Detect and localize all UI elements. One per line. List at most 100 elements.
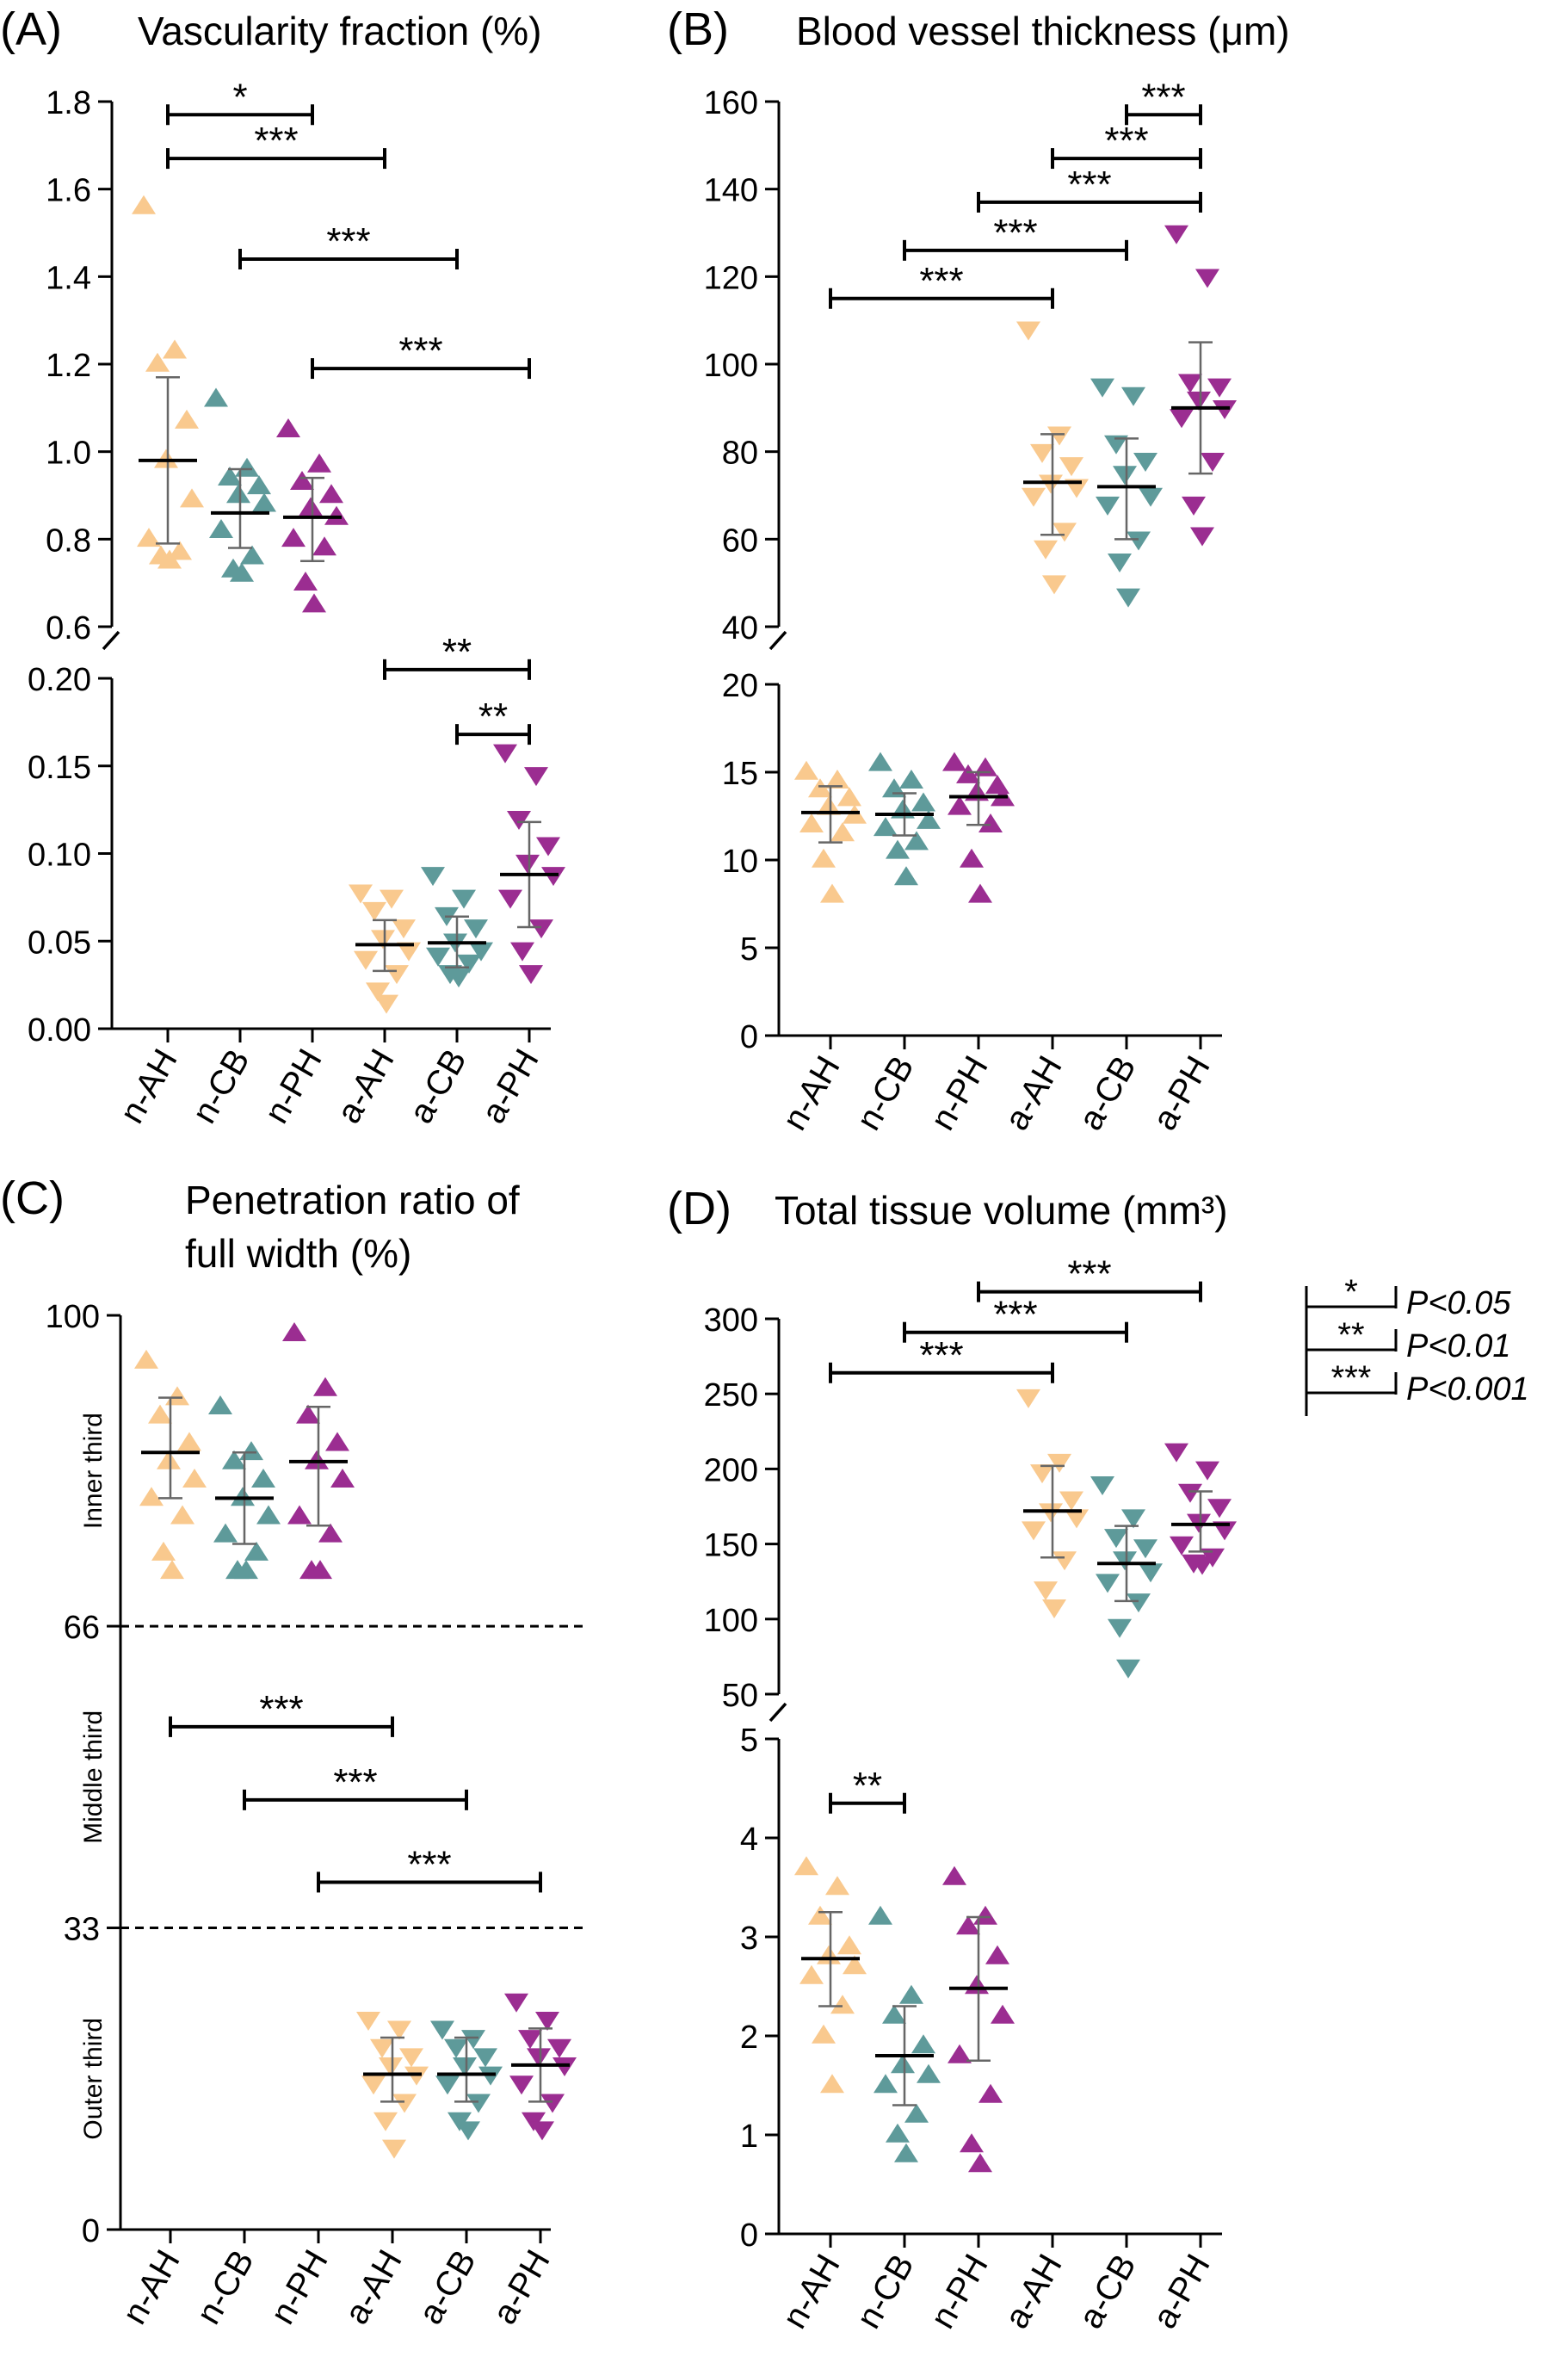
chart-title: Total tissue volume (mm³)	[775, 1188, 1228, 1233]
legend-stars: *	[1344, 1273, 1358, 1311]
y-tick-label: 1	[740, 2119, 758, 2155]
data-point	[251, 1468, 275, 1488]
data-point	[430, 2020, 454, 2040]
data-point	[180, 488, 204, 508]
data-point	[282, 1322, 306, 1342]
region-label: Inner third	[79, 1413, 108, 1529]
data-point	[504, 1993, 528, 2013]
data-point	[960, 2133, 984, 2153]
significance-stars: ***	[326, 220, 370, 263]
data-point	[175, 409, 199, 429]
y-tick-label: 33	[64, 1912, 100, 1948]
x-tick-label: a-PH	[485, 2244, 558, 2331]
data-point	[799, 813, 824, 832]
x-tick-label: a-CB	[411, 2244, 484, 2331]
significance-stars: *	[232, 76, 247, 118]
y-tick-label: 20	[722, 668, 758, 704]
region-label: Middle third	[79, 1710, 108, 1844]
data-point	[244, 1541, 269, 1561]
data-point	[349, 884, 373, 904]
data-point	[911, 2034, 935, 2054]
data-point	[1178, 1483, 1202, 1503]
significance-stars: ***	[1067, 164, 1111, 206]
data-point	[1047, 1453, 1071, 1473]
data-point	[157, 549, 182, 569]
data-point	[371, 930, 395, 950]
data-point	[1042, 1599, 1066, 1619]
x-tick-label: a-PH	[474, 1043, 546, 1130]
data-point	[991, 2004, 1015, 2024]
data-point	[985, 1945, 1009, 1964]
significance-stars: ***	[1104, 120, 1148, 162]
x-tick-label: n-PH	[263, 2244, 336, 2331]
data-point	[1053, 1551, 1077, 1571]
data-point	[457, 954, 481, 974]
y-tick-label: 1.2	[46, 348, 91, 384]
data-point	[1164, 1443, 1188, 1463]
data-point	[886, 2123, 910, 2143]
data-point	[426, 947, 450, 967]
data-point	[1121, 387, 1145, 406]
data-point	[452, 889, 476, 909]
x-tick-label: n-AH	[775, 2249, 848, 2335]
y-tick-label: 0.10	[28, 838, 91, 874]
data-point	[968, 2153, 992, 2173]
data-point	[234, 1560, 258, 1580]
data-point	[299, 497, 323, 517]
data-point	[530, 2121, 554, 2141]
data-point	[524, 767, 548, 787]
data-point	[874, 2074, 898, 2094]
axis-break-mark	[769, 630, 787, 651]
x-tick-label: a-AH	[337, 2244, 410, 2331]
x-tick-label: n-AH	[113, 1043, 185, 1130]
significance-stars: ***	[259, 1688, 303, 1730]
data-point	[536, 837, 560, 857]
data-point	[1113, 466, 1137, 486]
data-point	[965, 1975, 989, 1995]
y-tick-label: 4	[740, 1822, 758, 1858]
data-point	[230, 562, 254, 582]
data-point	[868, 752, 892, 771]
data-point	[510, 942, 534, 962]
chart-title-line: Penetration ratio of	[185, 1178, 520, 1222]
significance-stars: ***	[398, 330, 442, 372]
data-point	[1034, 540, 1058, 560]
data-point	[1108, 1618, 1132, 1638]
data-point	[325, 1432, 349, 1451]
y-tick-label: 0.8	[46, 523, 91, 559]
data-point	[235, 457, 259, 477]
data-point	[1116, 588, 1140, 608]
data-point	[942, 752, 966, 771]
data-point	[956, 764, 980, 783]
data-point	[208, 1395, 232, 1414]
data-point	[1170, 1536, 1194, 1556]
data-point	[160, 1560, 184, 1580]
x-tick-label: a-AH	[997, 2249, 1070, 2335]
data-point	[904, 2103, 929, 2123]
data-point	[168, 541, 192, 560]
significance-stars: ***	[993, 1294, 1037, 1336]
x-tick-label: n-CB	[849, 2249, 922, 2335]
data-point	[256, 1505, 281, 1525]
data-point	[148, 1404, 172, 1424]
y-tick-label: 100	[46, 1299, 100, 1335]
y-tick-label: 80	[722, 436, 758, 472]
data-point	[302, 593, 326, 613]
data-point	[399, 2048, 423, 2068]
y-tick-label: 120	[704, 260, 758, 296]
data-point	[182, 1468, 207, 1488]
data-point	[830, 822, 855, 842]
x-tick-label: n-CB	[185, 1043, 257, 1130]
data-point	[1108, 553, 1132, 572]
data-point	[464, 919, 488, 939]
data-point	[515, 854, 540, 874]
y-tick-label: 10	[722, 844, 758, 880]
significance-stars: ***	[993, 212, 1037, 254]
panel-d: (D) Total tissue volume (mm³) 0 1 2 3 4 5 50 100 1…	[667, 1183, 1237, 2335]
data-point	[1139, 1563, 1163, 1583]
chart-title: Blood vessel thickness (μm)	[796, 9, 1290, 53]
region-label: Outer third	[79, 2018, 108, 2140]
data-point	[1047, 426, 1071, 446]
data-point	[356, 2011, 380, 2031]
data-point	[948, 795, 972, 815]
